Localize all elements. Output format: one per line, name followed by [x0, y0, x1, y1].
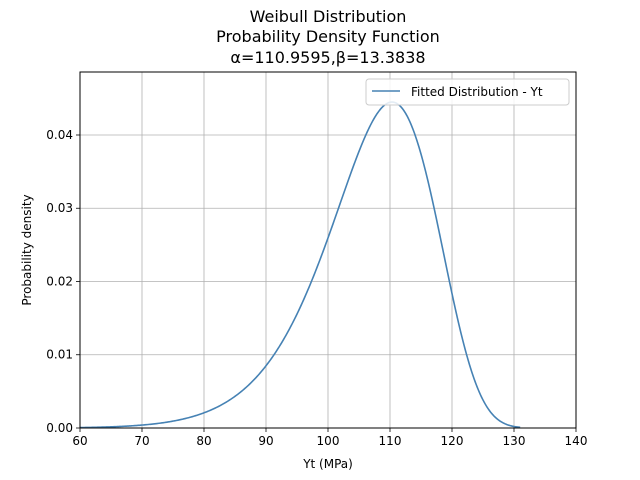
x-tick-label: 60 — [72, 434, 87, 448]
grid-lines — [79, 72, 577, 429]
legend-label: Fitted Distribution - Yt — [411, 85, 543, 99]
y-tick-label: 0.03 — [46, 201, 73, 215]
x-tick-label: 110 — [379, 434, 402, 448]
series-line-fitted-distribution — [79, 101, 521, 429]
y-tick-label: 0.02 — [46, 274, 73, 288]
y-axis-ticks: 0.00 0.01 0.02 0.03 0.04 — [46, 128, 80, 435]
y-tick-label: 0.04 — [46, 128, 73, 142]
chart-title-line-2: Probability Density Function — [216, 27, 440, 46]
x-axis-ticks: 60 70 80 90 100 110 120 130 140 — [72, 428, 587, 448]
x-tick-label: 140 — [565, 434, 588, 448]
plot-area-frame — [79, 71, 577, 429]
y-tick-label: 0.00 — [46, 421, 73, 435]
x-tick-label: 80 — [196, 434, 211, 448]
x-tick-label: 120 — [441, 434, 464, 448]
x-tick-label: 90 — [258, 434, 273, 448]
legend-box — [365, 78, 570, 106]
x-axis-label: Yt (MPa) — [302, 457, 353, 471]
legend: Fitted Distribution - Yt — [365, 78, 570, 106]
chart-title-line-1: Weibull Distribution — [250, 7, 407, 26]
x-tick-label: 130 — [503, 434, 526, 448]
y-tick-label: 0.01 — [46, 348, 73, 362]
chart-title-line-3: α=110.9595,β=13.3838 — [230, 48, 425, 67]
x-tick-label: 100 — [317, 434, 340, 448]
x-tick-label: 70 — [134, 434, 149, 448]
y-axis-label: Probability density — [20, 194, 34, 305]
